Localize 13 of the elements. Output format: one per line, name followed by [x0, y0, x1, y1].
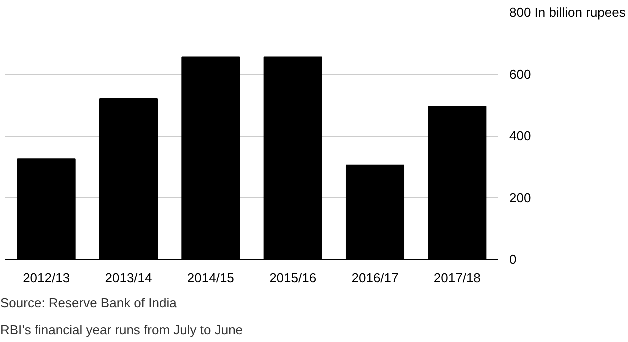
x-tick-label: 2013/14: [105, 270, 152, 286]
x-tick-label: 2012/13: [23, 270, 70, 286]
x-tick-label: 2016/17: [352, 270, 399, 286]
x-tick-label: 2014/15: [187, 270, 234, 286]
y-tick-label: 0: [510, 252, 517, 267]
y-tick-label: 200: [510, 190, 532, 206]
x-tick-label: 2017/18: [434, 270, 481, 286]
y-tick-label: 600: [510, 66, 532, 82]
y-tick-label: 800 In billion rupees: [510, 5, 626, 20]
x-tick-label: 2015/16: [270, 270, 317, 286]
source-note: Source: Reserve Bank of India: [0, 296, 178, 310]
text: RBI’s financial year runs from July to June: [0, 322, 244, 338]
y-tick-label: 400: [510, 128, 532, 144]
